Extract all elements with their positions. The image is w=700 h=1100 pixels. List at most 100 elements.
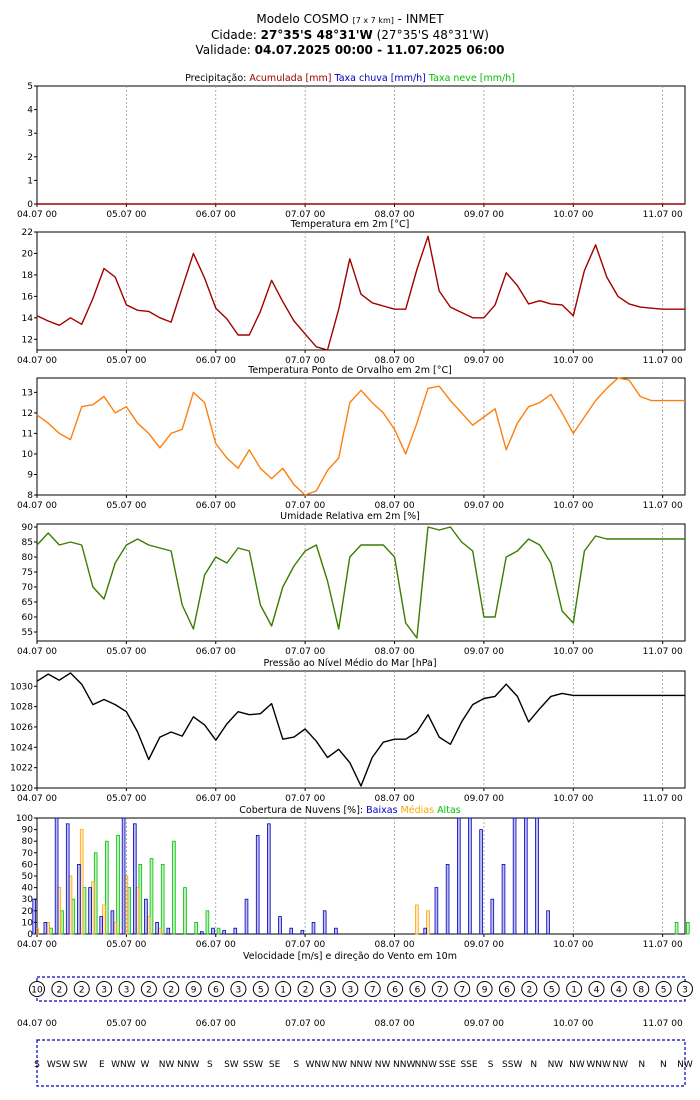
x-tick-label: 10.07 00 — [553, 647, 593, 657]
cloud-bar-baixas — [255, 835, 260, 935]
wind-direction-label: SSE — [460, 1060, 477, 1070]
x-tick-label: 05.07 00 — [106, 501, 146, 511]
chart-title-precip: Precipitação: Acumulada [mm] Taxa chuva … — [185, 73, 515, 84]
chart-title-part: Taxa chuva [mm/h] — [333, 73, 428, 84]
validity-label: Validade: — [195, 43, 255, 57]
wind-speed-circle — [29, 981, 45, 997]
cloud-bar-médias — [46, 922, 50, 935]
wind-speed-value: 3 — [236, 986, 242, 996]
wind-speed-value: 10 — [31, 986, 43, 996]
city-coords-paren: (27°35'S 48°31'W) — [372, 28, 489, 42]
cloud-bar-baixas — [121, 817, 126, 935]
cloud-bar-baixas — [300, 930, 305, 935]
cloud-bar-baixas — [334, 927, 338, 935]
wind-x-label: 05.07 00 — [106, 1019, 146, 1029]
wind-direction-label: WSW — [47, 1060, 71, 1070]
x-tick-label: 06.07 00 — [196, 940, 236, 950]
wind-speed-value: 8 — [638, 986, 644, 996]
wind-speed-circle — [140, 981, 157, 997]
x-tick-label: 07.07 00 — [285, 794, 325, 804]
wind-direction-label: SSW — [243, 1060, 263, 1070]
cloud-bar-baixas — [490, 898, 495, 935]
wind-speed-circle — [655, 981, 672, 997]
wind-speed-value: 4 — [594, 986, 600, 996]
cloud-bar-baixas — [166, 927, 171, 935]
validity-range: 04.07.2025 00:00 - 11.07.2025 06:00 — [254, 43, 505, 57]
x-tick-label: 04.07 00 — [17, 501, 57, 511]
y-tick-label: 20 — [22, 907, 34, 917]
x-tick-label: 04.07 00 — [17, 940, 57, 950]
cloud-bar-baixas — [479, 829, 483, 935]
wind-speed-circle — [185, 981, 202, 997]
y-tick-label: 14 — [22, 314, 34, 324]
y-tick-label: 70 — [22, 583, 34, 593]
wind-speed-circle — [677, 981, 693, 997]
wind-speed-circle — [230, 981, 247, 997]
model-name: Modelo COSMO — [256, 12, 353, 26]
wind-direction-label: S — [293, 1060, 299, 1070]
x-tick-label: 09.07 00 — [464, 210, 504, 220]
city-line: Cidade: 27°35'S 48°31'W (27°35'S 48°31'W… — [0, 28, 700, 43]
wind-direction-label: S — [34, 1060, 40, 1070]
y-tick-label: 30 — [22, 895, 34, 905]
cloud-bar-baixas — [535, 817, 539, 935]
x-tick-label: 08.07 00 — [374, 501, 414, 511]
x-tick-label: 06.07 00 — [196, 794, 236, 804]
chart-temperature: Temperatura em 2m [°C] 12 14 16 18 20 22 04.07 … — [17, 219, 686, 366]
wind-speed-circle — [118, 981, 135, 997]
x-tick-label: 10.07 00 — [553, 210, 593, 220]
wind-x-label: 10.07 00 — [553, 1019, 593, 1029]
wind-x-label: 09.07 00 — [464, 1019, 504, 1029]
wind-direction-label: WNW — [111, 1060, 136, 1070]
cloud-bar-altas — [82, 887, 87, 935]
x-tick-label: 08.07 00 — [374, 794, 414, 804]
y-tick-label: 10 — [22, 450, 34, 460]
cloud-bar-altas — [60, 910, 64, 935]
plot-frame — [36, 523, 686, 642]
x-tick-label: 05.07 00 — [106, 794, 146, 804]
cloud-bar-médias — [68, 875, 73, 935]
cloud-bar-baixas — [524, 817, 528, 935]
cloud-bar-baixas — [99, 916, 104, 935]
wind-speed-circle — [275, 981, 292, 997]
wind-speed-circle — [543, 981, 560, 997]
cloud-bar-baixas — [132, 823, 137, 935]
y-tick-label: 60 — [22, 613, 34, 623]
series-line-pressure — [36, 672, 685, 787]
y-tick-label: 1026 — [10, 723, 33, 733]
cloud-bar-médias — [158, 927, 162, 935]
chart-dewpoint: Temperatura Ponto de Orvalho em 2m [°C] 8… — [17, 365, 686, 511]
x-tick-label: 07.07 00 — [285, 501, 325, 511]
wind-direction-label: W — [141, 1060, 150, 1070]
y-tick-label: 22 — [22, 228, 33, 238]
wind-direction-label: NW — [375, 1060, 391, 1070]
cloud-bar-altas — [172, 840, 176, 935]
wind-speed-circle — [342, 981, 359, 997]
cloud-bar-altas — [183, 887, 187, 935]
validity-line: Validade: 04.07.2025 00:00 - 11.07.2025 … — [0, 43, 700, 58]
wind-speed-value: 9 — [482, 986, 488, 996]
x-tick-label: 10.07 00 — [553, 501, 593, 511]
wind-speed-circle — [476, 981, 493, 997]
wind-speed-circle — [521, 981, 538, 997]
cloud-bar-baixas — [423, 927, 427, 935]
y-tick-label: 70 — [22, 849, 34, 859]
chart-title-temperature: Temperatura em 2m [°C] — [290, 219, 410, 230]
series-line-temperature — [36, 235, 685, 351]
y-tick-label: 1022 — [10, 764, 33, 774]
cloud-bar-baixas — [468, 817, 472, 935]
wind-speed-circle — [252, 981, 269, 997]
y-tick-label: 12 — [22, 335, 33, 345]
wind-speed-circle — [454, 981, 471, 997]
y-tick-label: 4 — [27, 106, 33, 116]
chart-title-part: Precipitação: — [185, 73, 249, 84]
cloud-bar-baixas — [211, 927, 215, 935]
chart-pressure: Pressão ao Nível Médio do Mar [hPa] 1020 1… — [10, 658, 686, 804]
wind-direction-label: SW — [73, 1060, 88, 1070]
wind-speed-circle — [633, 981, 650, 997]
y-tick-label: 60 — [22, 860, 34, 870]
wind-direction-label: NNW — [177, 1060, 199, 1070]
wind-direction-label: SW — [224, 1060, 239, 1070]
wind-speed-value: 6 — [213, 986, 219, 996]
